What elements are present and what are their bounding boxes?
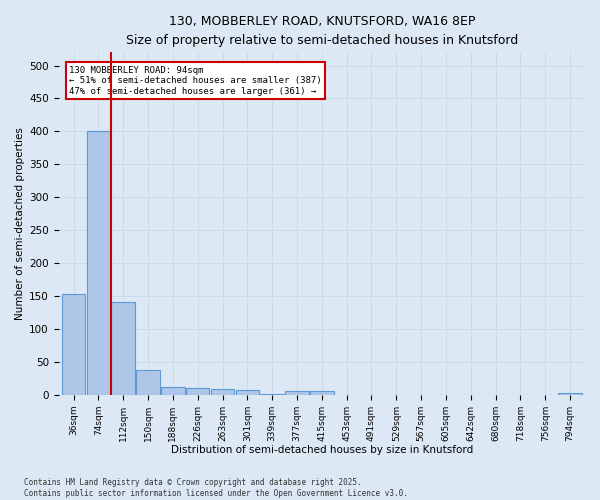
Y-axis label: Number of semi-detached properties: Number of semi-detached properties [15,127,25,320]
Bar [186,388,209,394]
Title: 130, MOBBERLEY ROAD, KNUTSFORD, WA16 8EP
Size of property relative to semi-detac: 130, MOBBERLEY ROAD, KNUTSFORD, WA16 8EP… [125,15,518,47]
X-axis label: Distribution of semi-detached houses by size in Knutsford: Distribution of semi-detached houses by … [170,445,473,455]
Bar [86,130,110,394]
Bar [559,393,582,394]
Bar [136,370,160,394]
Bar [161,388,185,394]
Bar [62,294,85,394]
Text: 130 MOBBERLEY ROAD: 94sqm
← 51% of semi-detached houses are smaller (387)
47% of: 130 MOBBERLEY ROAD: 94sqm ← 51% of semi-… [69,66,322,96]
Bar [236,390,259,394]
Bar [211,390,234,394]
Bar [285,392,309,394]
Bar [112,302,135,394]
Bar [310,391,334,394]
Text: Contains HM Land Registry data © Crown copyright and database right 2025.
Contai: Contains HM Land Registry data © Crown c… [24,478,408,498]
